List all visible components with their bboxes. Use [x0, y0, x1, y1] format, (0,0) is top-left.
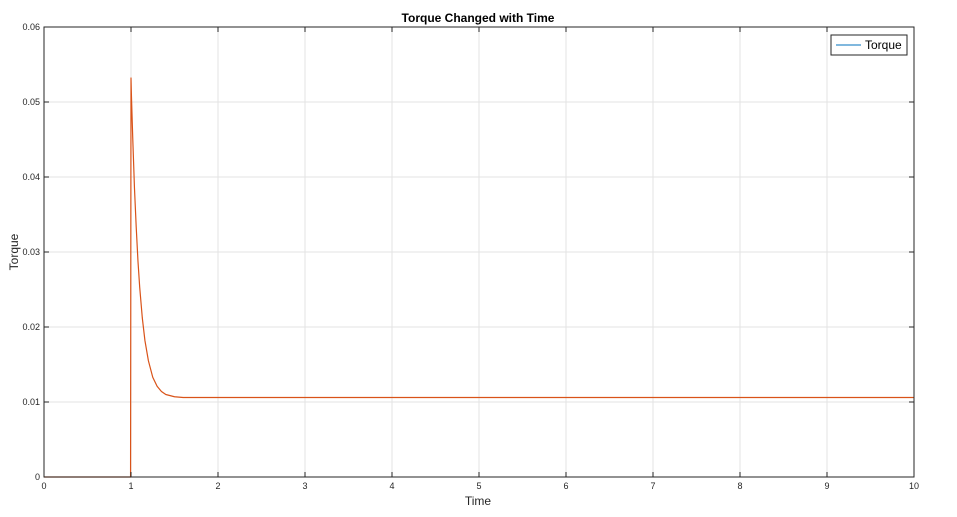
y-tick-label: 0: [35, 472, 40, 482]
legend: Torque: [830, 34, 908, 56]
x-tick-label: 0: [41, 481, 46, 491]
y-tick-label: 0.02: [22, 322, 40, 332]
x-tick-label: 10: [909, 481, 919, 491]
legend-label-torque: Torque: [865, 38, 902, 52]
grid: [44, 27, 914, 477]
x-tick-label: 8: [737, 481, 742, 491]
series-layer: [44, 77, 914, 478]
x-tick-label: 6: [563, 481, 568, 491]
y-tick-label: 0.06: [22, 22, 40, 32]
chart-title: Torque Changed with Time: [402, 11, 555, 25]
tick-labels: 0 1 2 3 4 5 6 7 8 9 10 0 0.01 0.02 0.03 0.04 0.05 0.06: [22, 22, 919, 491]
x-axis-label: Time: [465, 494, 492, 508]
y-tick-label: 0.01: [22, 397, 40, 407]
x-tick-label: 9: [824, 481, 829, 491]
axes: [43, 26, 915, 478]
y-tick-label: 0.05: [22, 97, 40, 107]
y-tick-label: 0.03: [22, 247, 40, 257]
y-tick-label: 0.04: [22, 172, 40, 182]
x-tick-label: 2: [215, 481, 220, 491]
y-axis-label: Torque: [7, 233, 21, 270]
x-tick-label: 4: [389, 481, 394, 491]
x-tick-label: 5: [476, 481, 481, 491]
x-tick-label: 3: [302, 481, 307, 491]
legend-box: [830, 34, 908, 56]
series-line-torque: [44, 77, 914, 478]
x-tick-label: 7: [650, 481, 655, 491]
x-tick-label: 1: [128, 481, 133, 491]
